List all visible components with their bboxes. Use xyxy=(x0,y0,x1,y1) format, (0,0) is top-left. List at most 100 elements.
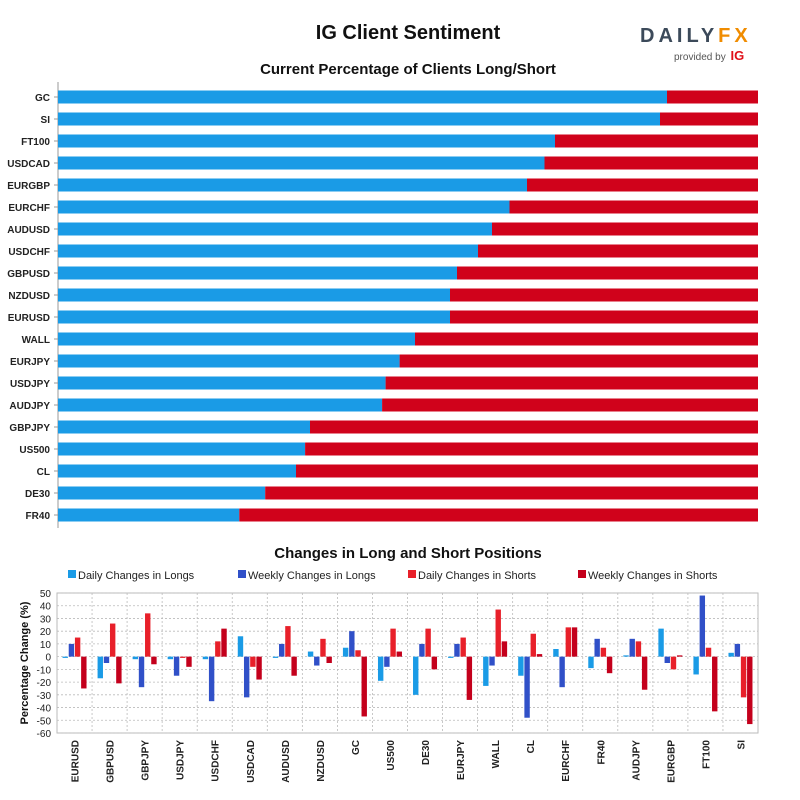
chart2-category-label: EURCHF xyxy=(561,740,572,782)
long-bar-cl xyxy=(58,464,296,478)
chart1-category-label: AUDJPY xyxy=(9,401,50,412)
chart2-y-tick-label: -40 xyxy=(37,704,52,715)
change-bar-fr40-0 xyxy=(588,656,594,669)
change-bar-eurgbp-3 xyxy=(676,655,683,657)
chart2-category-label: USDCHF xyxy=(211,740,222,782)
change-bar-eurgbp-1 xyxy=(664,656,670,663)
change-bar-usdcad-2 xyxy=(250,656,256,667)
short-bar-audusd xyxy=(492,222,758,236)
page-title: IG Client Sentiment xyxy=(315,22,501,44)
chart2-category-label: NZDUSD xyxy=(316,740,327,782)
long-bar-fr40 xyxy=(58,508,240,522)
change-bar-usdcad-3 xyxy=(256,656,262,680)
chart2-category-label: GC xyxy=(351,740,362,755)
chart1-category-label: GBPJPY xyxy=(9,423,50,434)
change-bar-usdchf-2 xyxy=(215,641,221,657)
short-bar-de30 xyxy=(265,486,758,500)
change-bar-gc-2 xyxy=(355,650,361,657)
change-bar-eurusd-3 xyxy=(81,656,87,689)
chart1-category-label: GC xyxy=(35,93,50,104)
chart1-category-label: SI xyxy=(41,115,51,126)
change-bar-eurgbp-0 xyxy=(658,628,664,657)
long-bar-wall xyxy=(58,332,415,346)
chart2-y-tick-label: 10 xyxy=(40,640,52,651)
chart2-y-tick-label: -50 xyxy=(37,716,52,727)
chart2-category-label: CL xyxy=(526,740,537,753)
change-bar-audusd-0 xyxy=(272,656,279,658)
change-bar-fr40-2 xyxy=(600,647,607,657)
legend-label-2: Daily Changes in Shorts xyxy=(418,570,537,582)
change-bar-gbpusd-2 xyxy=(109,623,116,657)
legend-swatch-2 xyxy=(408,570,416,578)
chart1-category-label: EURJPY xyxy=(10,357,50,368)
chart2-category-label: USDCAD xyxy=(246,740,257,783)
long-bar-gbpjpy xyxy=(58,420,310,434)
long-bar-eurchf xyxy=(58,200,510,214)
change-bar-us500-3 xyxy=(396,651,402,657)
short-bar-gbpjpy xyxy=(310,420,758,434)
short-bar-gc xyxy=(667,90,758,104)
logo-ig-text: IG xyxy=(730,48,745,63)
short-bar-usdcad xyxy=(544,156,758,170)
short-bar-gbpusd xyxy=(457,266,758,280)
short-bar-si xyxy=(660,112,758,126)
change-bar-eurjpy-3 xyxy=(466,656,473,700)
logo-provided-text: provided by xyxy=(674,52,726,63)
chart2-y-tick-label: 20 xyxy=(40,627,52,638)
chart1-category-label: USDJPY xyxy=(10,379,50,390)
logo-accent-text: FX xyxy=(718,25,752,47)
change-bar-audusd-3 xyxy=(291,656,297,676)
change-bar-cl-3 xyxy=(536,654,543,657)
chart1-category-label: FT100 xyxy=(21,137,50,148)
change-bar-gbpjpy-3 xyxy=(151,656,157,665)
change-bar-cl-1 xyxy=(524,656,530,718)
change-bar-eurgbp-2 xyxy=(670,656,677,670)
chart2-category-label: FT100 xyxy=(701,740,712,769)
change-bar-eurusd-0 xyxy=(62,656,68,658)
chart2-category-label: WALL xyxy=(491,740,502,768)
chart2-category-label: US500 xyxy=(386,740,397,771)
chart2-y-tick-label: -60 xyxy=(37,729,52,740)
change-bar-us500-2 xyxy=(390,628,396,657)
short-bar-us500 xyxy=(305,442,758,456)
long-bar-de30 xyxy=(58,486,266,500)
chart2-category-label: SI xyxy=(736,740,747,750)
long-bar-eurusd xyxy=(58,310,450,324)
short-bar-fr40 xyxy=(239,508,759,522)
change-bar-audjpy-1 xyxy=(629,638,635,657)
change-bar-usdchf-1 xyxy=(208,656,215,702)
change-bar-si-1 xyxy=(734,643,741,657)
change-bar-audjpy-0 xyxy=(623,655,629,657)
chart2-category-label: EURJPY xyxy=(456,740,467,780)
change-bar-audusd-2 xyxy=(285,626,291,657)
short-bar-audjpy xyxy=(382,398,758,412)
chart1-category-label: CL xyxy=(37,467,50,478)
legend-swatch-0 xyxy=(68,570,76,578)
chart2-y-tick-label: 0 xyxy=(45,653,51,664)
chart2-category-label: GBPUSD xyxy=(106,740,117,783)
change-bar-eurjpy-1 xyxy=(454,643,460,657)
change-bar-us500-1 xyxy=(384,656,390,667)
change-bar-si-2 xyxy=(740,656,747,698)
chart1-category-label: US500 xyxy=(19,445,50,456)
chart1-category-label: NZDUSD xyxy=(8,291,50,302)
change-bar-usdchf-3 xyxy=(221,628,227,657)
change-bar-eurchf-2 xyxy=(565,627,572,657)
chart1-category-label: FR40 xyxy=(26,511,51,522)
long-bar-audjpy xyxy=(58,398,383,412)
change-bar-si-3 xyxy=(747,656,753,725)
chart2-category-label: AUDJPY xyxy=(631,740,642,781)
chart1-category-label: USDCHF xyxy=(8,247,50,258)
chart1-category-label: DE30 xyxy=(25,489,50,500)
change-bar-usdchf-0 xyxy=(202,656,209,660)
change-bar-nzdusd-1 xyxy=(314,656,320,666)
long-bar-audusd xyxy=(58,222,492,236)
change-bar-ft100-0 xyxy=(693,656,699,675)
change-bar-eurchf-1 xyxy=(559,656,565,688)
change-bar-audjpy-3 xyxy=(641,656,648,690)
legend-label-1: Weekly Changes in Longs xyxy=(248,570,376,582)
chart1-category-label: EURUSD xyxy=(8,313,50,324)
change-bar-gc-3 xyxy=(361,656,367,717)
change-bar-ft100-1 xyxy=(699,595,706,657)
change-bar-ft100-2 xyxy=(705,647,712,657)
